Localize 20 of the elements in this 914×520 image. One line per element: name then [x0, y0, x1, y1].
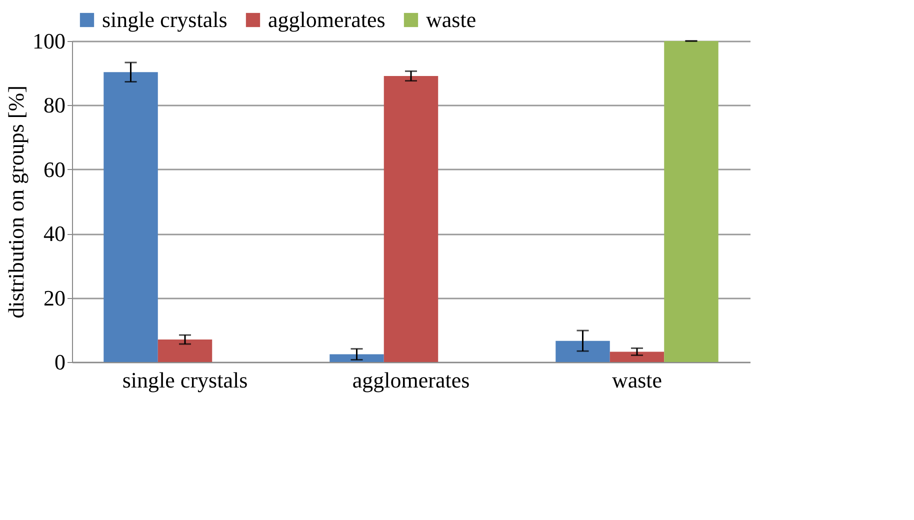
bar: [384, 76, 438, 362]
bar: [610, 352, 664, 362]
bar: [664, 41, 718, 362]
legend-label: agglomerates: [268, 7, 386, 32]
x-tick-label: agglomerates: [352, 368, 470, 392]
x-tick-label: waste: [612, 368, 662, 392]
legend-label: waste: [426, 7, 476, 32]
legend-label: single crystals: [102, 7, 228, 32]
bar: [104, 72, 158, 362]
bar: [158, 340, 212, 362]
y-tick-label: 0: [54, 350, 66, 374]
y-tick-label: 60: [44, 156, 66, 182]
bar: [330, 354, 384, 362]
x-tick-label: single crystals: [122, 368, 248, 392]
bar: [556, 340, 610, 362]
y-tick-label: 40: [44, 221, 66, 246]
y-axis-title: distribution on groups [%]: [4, 86, 28, 318]
y-tick-label: 80: [44, 92, 66, 118]
y-tick-label: 20: [44, 285, 66, 310]
y-tick-label: 100: [32, 28, 66, 54]
